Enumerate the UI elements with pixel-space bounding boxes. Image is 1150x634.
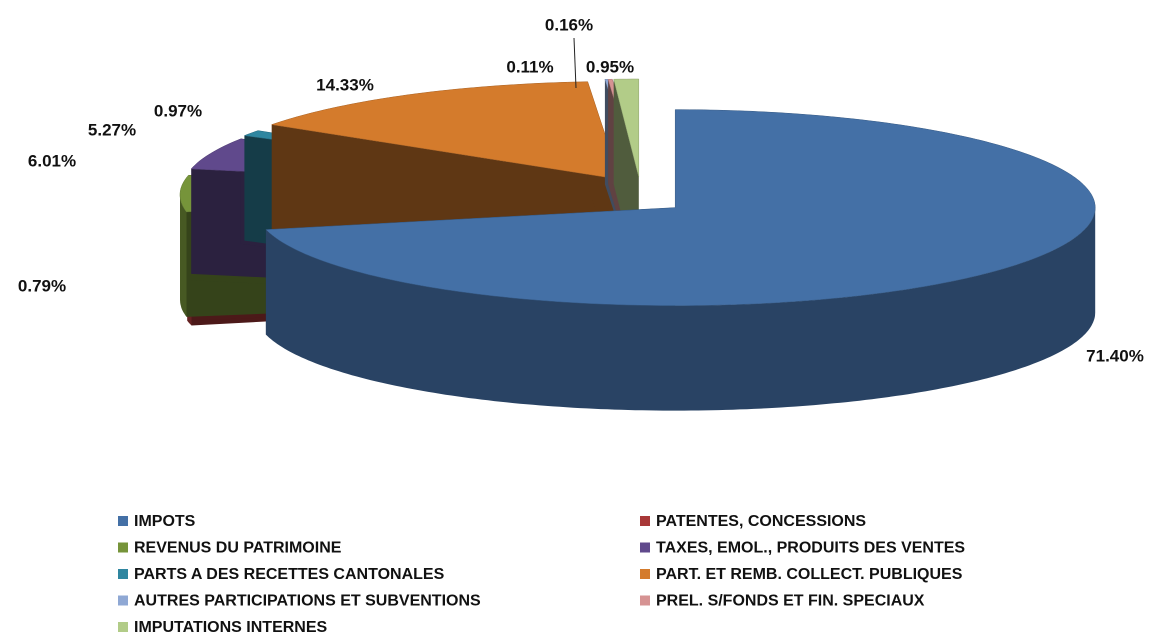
leader-line bbox=[573, 37, 577, 89]
legend-swatch bbox=[118, 542, 128, 553]
legend-swatch bbox=[118, 516, 128, 526]
legend-swatch bbox=[118, 595, 128, 606]
data-label: 71.40% bbox=[1086, 346, 1144, 365]
data-label: 0.95% bbox=[586, 57, 634, 76]
data-label: 0.97% bbox=[154, 101, 202, 120]
data-label: 6.01% bbox=[28, 151, 76, 170]
legend-label: PART. ET REMB. COLLECT. PUBLIQUES bbox=[656, 566, 963, 583]
legend-label: IMPUTATIONS INTERNES bbox=[134, 619, 328, 634]
pie bbox=[179, 78, 1096, 411]
legend-label: PARTS A DES RECETTES CANTONALES bbox=[134, 566, 445, 583]
legend-swatch bbox=[118, 622, 128, 632]
legend-label: PATENTES, CONCESSIONS bbox=[656, 513, 866, 530]
slice bbox=[271, 81, 621, 180]
slice-side bbox=[180, 194, 187, 317]
legend: IMPOTS PATENTES, CONCESSIONS REVENUS DU PA… bbox=[118, 513, 965, 634]
data-label: 5.27% bbox=[88, 120, 136, 139]
data-label: 14.33% bbox=[316, 75, 374, 94]
legend-swatch bbox=[640, 542, 650, 553]
legend-swatch bbox=[640, 516, 650, 526]
data-label: 0.79% bbox=[18, 276, 66, 295]
data-labels: 71.40% 0.79% 6.01% 5.27% 0.97% 14.33% 0.11% 0.1… bbox=[18, 15, 1144, 365]
data-label: 0.11% bbox=[506, 57, 553, 76]
legend-swatch bbox=[118, 569, 128, 579]
legend-swatch bbox=[640, 595, 650, 606]
legend-label: TAXES, EMOL., PRODUITS DES VENTES bbox=[656, 540, 965, 557]
slice-side bbox=[265, 207, 1096, 411]
legend-label: IMPOTS bbox=[134, 513, 196, 530]
legend-label: PREL. S/FONDS ET FIN. SPECIAUX bbox=[656, 593, 925, 610]
data-label: 0.16% bbox=[545, 15, 593, 34]
legend-label: AUTRES PARTICIPATIONS ET SUBVENTIONS bbox=[134, 593, 481, 610]
legend-label: REVENUS DU PATRIMOINE bbox=[134, 540, 342, 557]
slice bbox=[613, 78, 640, 178]
legend-swatch bbox=[640, 569, 650, 579]
slice bbox=[265, 109, 1096, 306]
